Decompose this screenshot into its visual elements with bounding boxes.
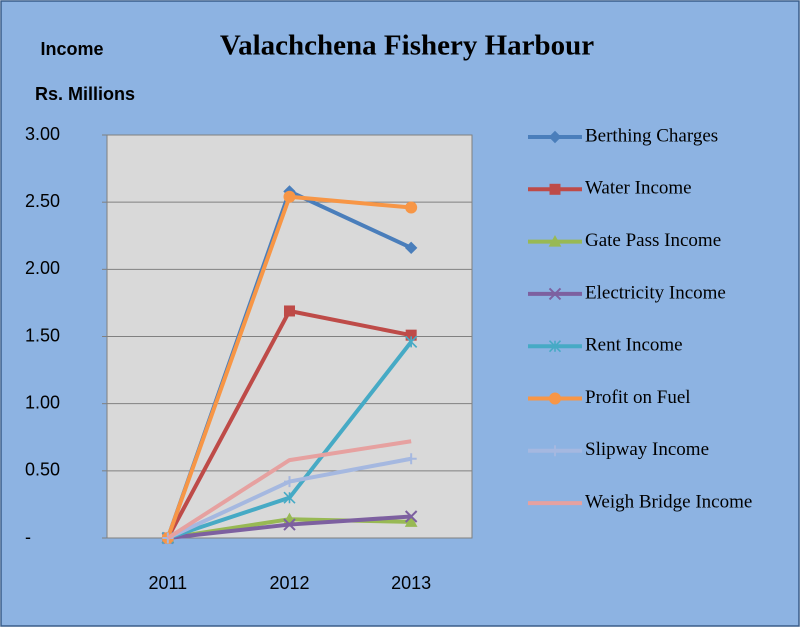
legend-label: Berthing Charges <box>585 125 718 146</box>
chart-title: Valachchena Fishery Harbour <box>220 30 594 62</box>
legend-marker <box>549 445 561 457</box>
x-tick-label: 2011 <box>148 573 187 593</box>
legend-marker <box>548 340 562 353</box>
y-axis-label: Rs. Millions <box>35 84 135 104</box>
y-tick-label: 2.50 <box>25 191 60 211</box>
y-tick-label: - <box>25 527 31 547</box>
legend-label: Water Income <box>585 178 692 199</box>
x-tick-label: 2013 <box>391 573 431 593</box>
legend-label: Gate Pass Income <box>585 230 721 251</box>
series-line <box>166 439 412 540</box>
legend-label: Slipway Income <box>585 439 709 460</box>
y-tick-label: 1.50 <box>25 325 60 345</box>
x-tick-label: 2012 <box>269 573 309 593</box>
marker <box>283 518 296 531</box>
y-tick-label: 0.50 <box>25 460 60 480</box>
legend-marker <box>549 392 561 405</box>
marker <box>404 241 418 255</box>
legend-marker <box>548 235 562 247</box>
marker <box>283 190 296 203</box>
y-tick-label: 1.00 <box>25 392 60 412</box>
legend-label: Weigh Bridge Income <box>585 491 752 512</box>
legend-marker <box>548 130 562 144</box>
y-tick-label: 2.00 <box>25 258 60 278</box>
legend-marker <box>549 183 561 195</box>
marker <box>405 453 417 465</box>
marker <box>405 335 418 348</box>
marker <box>405 201 418 214</box>
marker <box>283 491 296 504</box>
marker <box>284 305 295 317</box>
y-tick-label: 3.00 <box>25 124 60 144</box>
legend-marker <box>548 287 562 301</box>
marker <box>284 476 295 488</box>
marker <box>404 510 418 523</box>
legend-label: Electricity Income <box>585 282 726 303</box>
marker <box>404 515 418 527</box>
legend-label: Profit on Fuel <box>585 387 691 408</box>
legend-label: Rent Income <box>585 335 683 356</box>
y-axis-label-top: Income <box>40 39 103 59</box>
